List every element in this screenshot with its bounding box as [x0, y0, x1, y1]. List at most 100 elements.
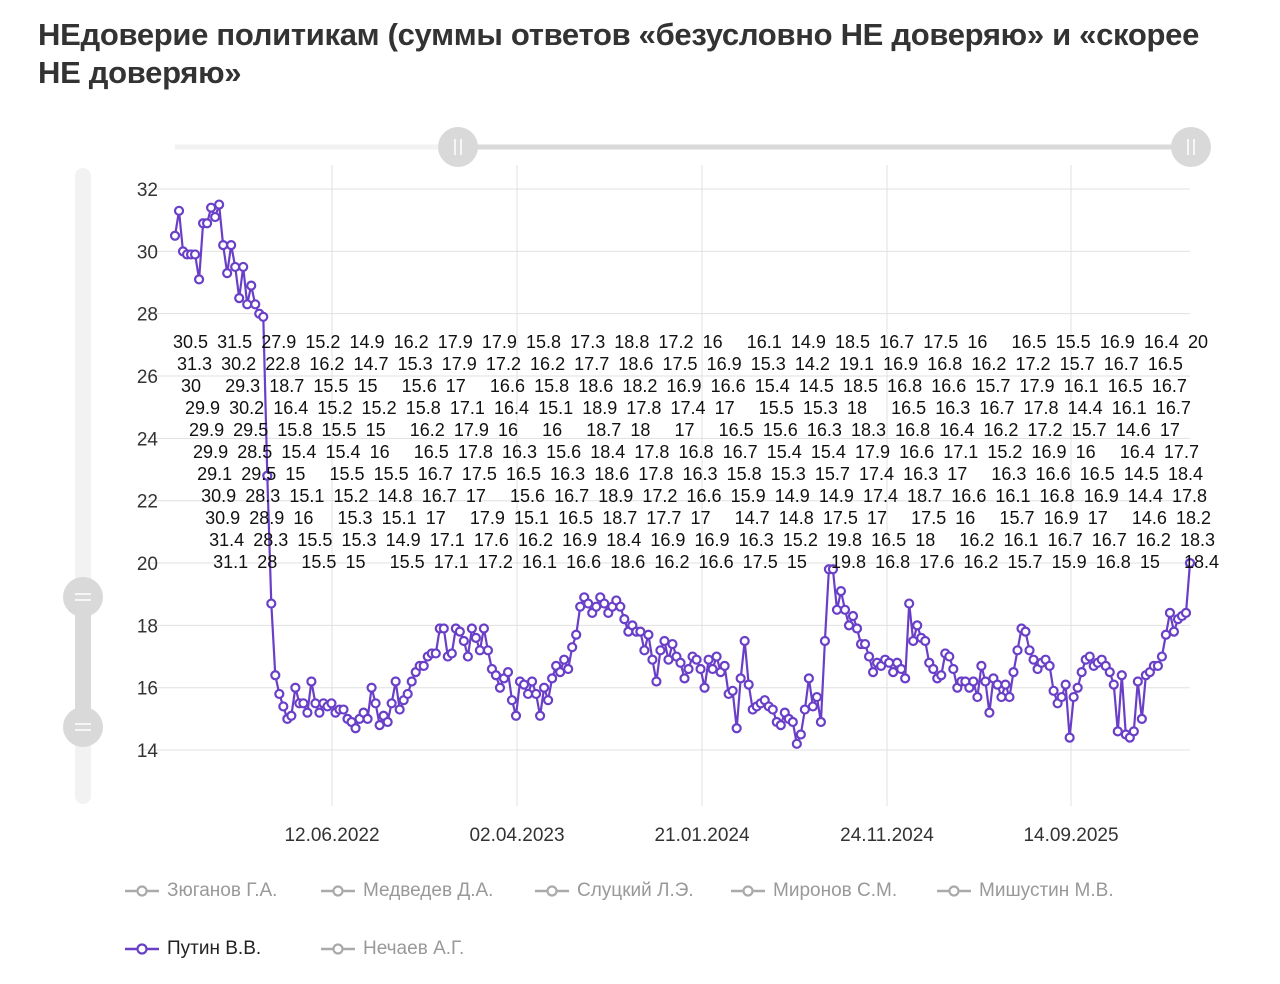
data-point[interactable]	[807, 701, 818, 712]
data-point[interactable]	[418, 660, 429, 672]
data-point[interactable]	[791, 738, 802, 749]
data-point[interactable]	[1116, 670, 1127, 681]
data-point[interactable]	[992, 679, 1003, 690]
data-point[interactable]	[711, 651, 722, 662]
data-point[interactable]	[639, 645, 650, 656]
data-point[interactable]	[362, 713, 373, 724]
data-point[interactable]	[490, 670, 502, 681]
data-point[interactable]	[262, 470, 273, 481]
data-point[interactable]	[1004, 691, 1015, 703]
data-point[interactable]	[462, 651, 473, 662]
data-point[interactable]	[189, 249, 201, 260]
data-point[interactable]	[591, 601, 602, 612]
data-point[interactable]	[811, 691, 822, 703]
data-point[interactable]	[1056, 691, 1067, 703]
data-point[interactable]	[543, 695, 554, 706]
data-point[interactable]	[1028, 654, 1039, 665]
data-point[interactable]	[1184, 557, 1196, 569]
legend-item[interactable]: Медведев Д.А.	[321, 880, 493, 902]
data-point[interactable]	[735, 673, 746, 684]
data-point[interactable]	[502, 667, 514, 678]
data-point[interactable]	[843, 620, 855, 631]
data-point[interactable]	[1048, 685, 1059, 696]
data-point[interactable]	[1068, 691, 1079, 703]
data-point[interactable]	[904, 598, 915, 609]
data-point[interactable]	[831, 604, 843, 615]
data-point[interactable]	[266, 598, 277, 609]
data-point[interactable]	[470, 632, 481, 643]
data-point[interactable]	[1160, 629, 1172, 640]
data-point[interactable]	[246, 280, 257, 291]
data-point[interactable]	[234, 292, 245, 304]
vertical-range-selected[interactable]	[75, 597, 91, 727]
data-point[interactable]	[326, 698, 337, 709]
data-point[interactable]	[948, 663, 959, 675]
data-point[interactable]	[350, 723, 361, 734]
data-point[interactable]	[928, 663, 939, 675]
data-point[interactable]	[286, 710, 297, 721]
data-point[interactable]	[976, 660, 987, 672]
data-point[interactable]	[1136, 713, 1147, 724]
data-point[interactable]	[908, 635, 919, 647]
data-point[interactable]	[787, 716, 798, 728]
data-point[interactable]	[218, 240, 229, 251]
data-point[interactable]	[727, 685, 738, 696]
data-point[interactable]	[635, 626, 646, 637]
data-point[interactable]	[835, 585, 847, 597]
data-point[interactable]	[1012, 645, 1023, 656]
data-point[interactable]	[767, 704, 778, 715]
data-point[interactable]	[430, 648, 441, 659]
data-point[interactable]	[482, 645, 494, 656]
data-point[interactable]	[210, 211, 221, 223]
data-point[interactable]	[1076, 667, 1087, 678]
legend-item[interactable]: Слуцкий Л.Э.	[535, 880, 694, 902]
data-point[interactable]	[839, 604, 851, 615]
data-point[interactable]	[912, 620, 923, 631]
data-point[interactable]	[290, 682, 301, 693]
data-point[interactable]	[920, 635, 931, 647]
data-point[interactable]	[803, 673, 814, 684]
data-point[interactable]	[302, 707, 313, 718]
data-point[interactable]	[370, 698, 381, 709]
range-end-handle[interactable]	[1171, 127, 1211, 167]
data-point[interactable]	[863, 651, 875, 662]
data-point[interactable]	[258, 311, 269, 322]
data-point[interactable]	[703, 654, 714, 665]
data-point[interactable]	[1020, 626, 1031, 637]
data-point[interactable]	[1108, 679, 1119, 690]
data-point[interactable]	[438, 623, 449, 634]
data-point[interactable]	[226, 240, 237, 251]
data-point[interactable]	[563, 663, 574, 675]
data-point[interactable]	[619, 614, 630, 625]
data-point[interactable]	[659, 635, 670, 647]
data-point[interactable]	[454, 626, 465, 637]
data-point[interactable]	[647, 654, 658, 665]
data-point[interactable]	[494, 682, 506, 693]
vertical-range-bottom-handle[interactable]	[63, 707, 103, 747]
data-point[interactable]	[446, 648, 457, 659]
data-point[interactable]	[169, 230, 181, 241]
data-point[interactable]	[278, 701, 289, 712]
data-point[interactable]	[466, 623, 477, 634]
data-point[interactable]	[173, 205, 185, 216]
data-point[interactable]	[984, 707, 995, 718]
data-point[interactable]	[530, 688, 542, 700]
legend-item[interactable]: Мишустин М.В.	[937, 880, 1114, 902]
data-point[interactable]	[366, 682, 377, 693]
data-point[interactable]	[1008, 667, 1019, 678]
data-point[interactable]	[795, 729, 806, 740]
data-point[interactable]	[555, 667, 566, 678]
data-point[interactable]	[559, 654, 570, 665]
data-point[interactable]	[1072, 682, 1083, 693]
data-point[interactable]	[1000, 679, 1011, 690]
data-point[interactable]	[1164, 607, 1176, 619]
data-point[interactable]	[739, 635, 750, 647]
data-point[interactable]	[1044, 660, 1055, 672]
data-point[interactable]	[719, 660, 730, 672]
range-start-handle[interactable]	[438, 127, 478, 167]
data-point[interactable]	[667, 638, 678, 650]
data-point[interactable]	[683, 663, 694, 675]
data-point[interactable]	[201, 218, 213, 229]
data-point[interactable]	[691, 654, 702, 665]
data-point[interactable]	[731, 723, 742, 734]
